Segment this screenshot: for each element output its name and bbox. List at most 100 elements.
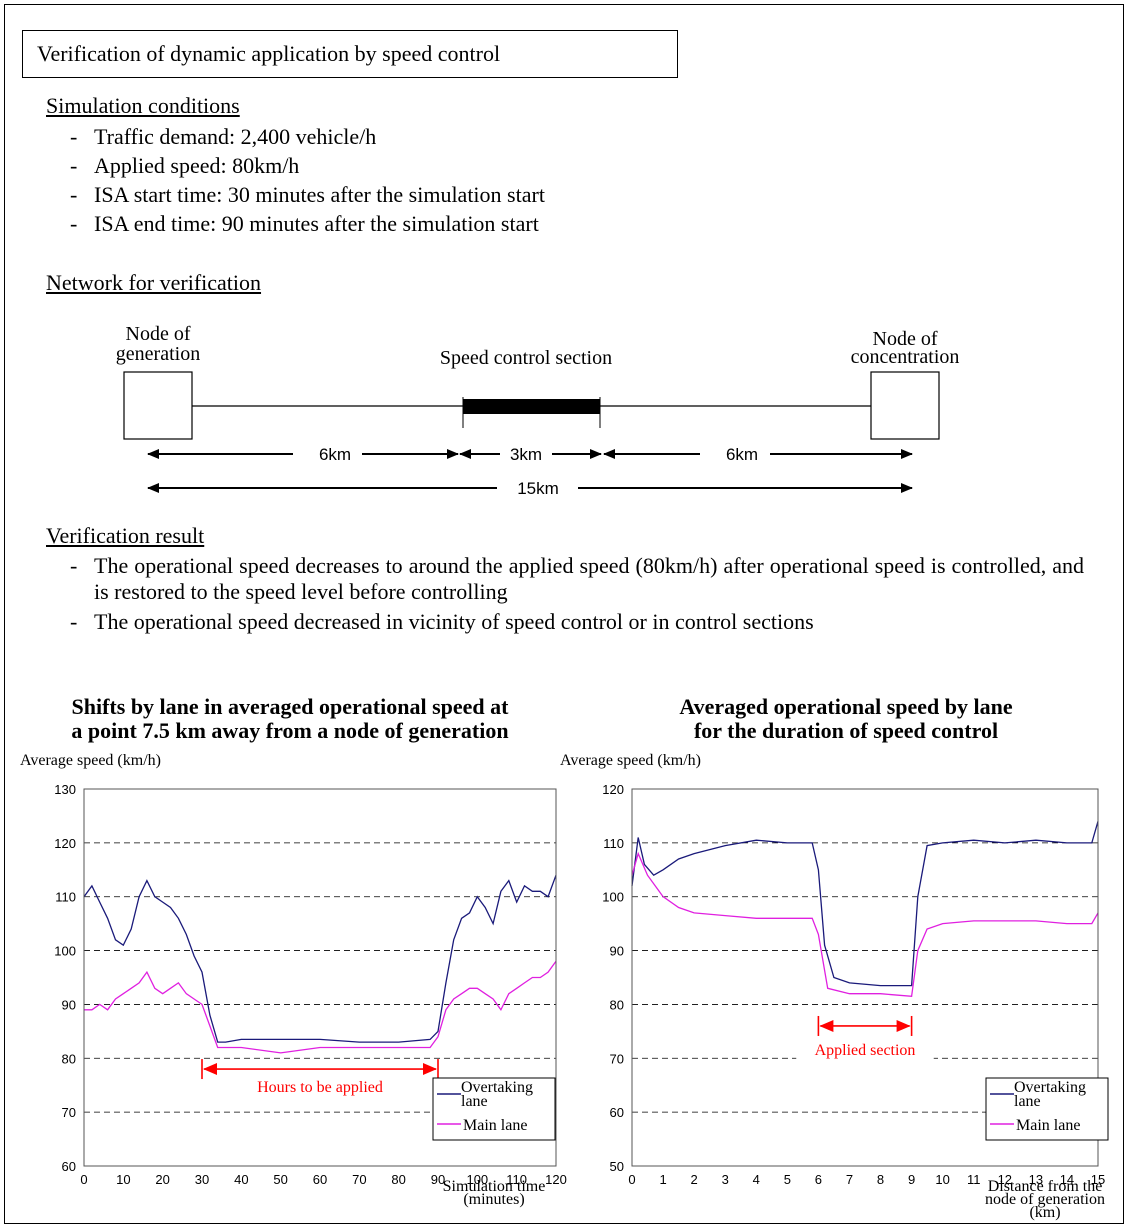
annotation-label: Hours to be applied xyxy=(257,1079,383,1096)
result-heading: Verification result xyxy=(46,523,205,548)
node-generation-box xyxy=(123,371,193,440)
node-concentration-label-2: concentration xyxy=(851,346,960,368)
y-axis-label: Average speed (km/h) xyxy=(20,752,161,769)
legend-box xyxy=(985,1077,1109,1141)
x-tick-label: 8 xyxy=(877,1172,884,1187)
y-tick-label: 50 xyxy=(610,1159,624,1174)
x-tick-label: 20 xyxy=(155,1172,169,1187)
plot-area-border xyxy=(83,788,557,1167)
chart1-title-line1: Shifts by lane in averaged operational s… xyxy=(71,694,509,719)
x-axis-label: (minutes) xyxy=(463,1191,524,1208)
x-tick-label: 9 xyxy=(908,1172,915,1187)
annotation-label-bg xyxy=(796,1039,934,1060)
legend-label-overtaking-1: Overtaking xyxy=(1014,1079,1086,1096)
speed-control-section-bar xyxy=(463,399,600,414)
x-tick-label: 30 xyxy=(195,1172,209,1187)
list-item: The operational speed decreases to aroun… xyxy=(64,553,1084,605)
y-tick-label: 110 xyxy=(603,836,624,851)
annotation-arrowhead-right xyxy=(423,1063,437,1076)
y-tick-label: 60 xyxy=(610,1105,624,1120)
annotation-arrowhead-right xyxy=(896,1019,911,1032)
x-tick-label: 10 xyxy=(116,1172,130,1187)
x-axis-label: Simulation time xyxy=(443,1178,546,1195)
x-tick-label: 1 xyxy=(659,1172,666,1187)
y-tick-label: 80 xyxy=(610,997,624,1012)
y-tick-label: 120 xyxy=(54,836,76,851)
list-item: ISA start time: 30 minutes after the sim… xyxy=(64,180,545,209)
annotation-label: Applied section xyxy=(815,1042,916,1059)
chart2-title-line2: for the duration of speed control xyxy=(693,718,999,743)
x-tick-label: 90 xyxy=(431,1172,445,1187)
x-tick-label: 6 xyxy=(815,1172,822,1187)
x-tick-label: 13 xyxy=(1029,1172,1043,1187)
x-tick-label: 10 xyxy=(935,1172,949,1187)
dim-label-6km-a: 6km xyxy=(319,445,351,464)
y-tick-label: 120 xyxy=(602,782,624,797)
chart2-title-line1: Averaged operational speed by lane xyxy=(679,694,1013,719)
node-generation-label-1: Node of xyxy=(126,323,191,345)
x-tick-label: 2 xyxy=(691,1172,698,1187)
node-generation-label-2: generation xyxy=(116,343,200,365)
y-axis-label: Average speed (km/h) xyxy=(560,752,701,769)
legend-label-overtaking-2: lane xyxy=(461,1093,488,1110)
x-axis-label: (km) xyxy=(1029,1204,1060,1221)
x-tick-label: 50 xyxy=(273,1172,287,1187)
node-concentration-box xyxy=(870,371,940,440)
series-line-overtaking xyxy=(631,821,1099,987)
y-tick-label: 90 xyxy=(62,997,76,1012)
x-tick-label: 14 xyxy=(1060,1172,1074,1187)
plot-area-border xyxy=(631,788,1099,1167)
x-tick-label: 5 xyxy=(784,1172,791,1187)
y-tick-label: 60 xyxy=(62,1159,76,1174)
x-tick-label: 3 xyxy=(722,1172,729,1187)
series-line-overtaking xyxy=(83,874,557,1043)
x-tick-label: 12 xyxy=(998,1172,1012,1187)
network-diagram: Node of generation Node of concentration… xyxy=(116,323,960,498)
network-heading: Network for verification xyxy=(46,270,262,295)
dim-label-15km: 15km xyxy=(517,479,559,498)
list-item: Traffic demand: 2,400 vehicle/h xyxy=(64,122,545,151)
x-tick-label: 80 xyxy=(391,1172,405,1187)
sim-conditions-list: Traffic demand: 2,400 vehicle/h Applied … xyxy=(64,122,545,238)
x-tick-label: 0 xyxy=(80,1172,87,1187)
page-title: Verification of dynamic application by s… xyxy=(22,30,678,78)
annotation-arrowhead-left xyxy=(203,1063,217,1076)
series-line-main xyxy=(631,851,1099,997)
dim-label-3km: 3km xyxy=(510,445,542,464)
x-tick-label: 100 xyxy=(466,1172,488,1187)
x-axis-label: node of generation xyxy=(985,1191,1105,1208)
x-tick-label: 4 xyxy=(753,1172,760,1187)
y-tick-label: 130 xyxy=(54,782,76,797)
x-axis-label: Distance from the xyxy=(988,1178,1103,1195)
legend-label-overtaking-2: lane xyxy=(1014,1093,1041,1110)
node-concentration-label-1: Node of xyxy=(873,328,938,350)
y-tick-label: 110 xyxy=(55,890,76,905)
y-tick-label: 70 xyxy=(62,1105,76,1120)
x-tick-label: 60 xyxy=(313,1172,327,1187)
x-tick-label: 40 xyxy=(234,1172,248,1187)
x-tick-label: 11 xyxy=(967,1172,981,1187)
x-tick-label: 15 xyxy=(1091,1172,1105,1187)
dim-label-6km-b: 6km xyxy=(726,445,758,464)
chart2: Average speed (km/h)50607080901001101200… xyxy=(560,752,1109,1221)
chart1: Average speed (km/h)60708090100110120130… xyxy=(20,752,567,1208)
x-tick-label: 70 xyxy=(352,1172,366,1187)
y-tick-label: 100 xyxy=(54,944,76,959)
y-tick-label: 70 xyxy=(610,1051,624,1066)
annotation-label-bg xyxy=(234,1077,406,1098)
x-tick-label: 0 xyxy=(628,1172,635,1187)
y-tick-label: 100 xyxy=(602,890,624,905)
x-tick-label: 7 xyxy=(846,1172,853,1187)
x-tick-label: 110 xyxy=(506,1172,527,1187)
page-frame xyxy=(4,4,1124,1224)
x-tick-label: 120 xyxy=(545,1172,567,1187)
chart2-title: Averaged operational speed by lane for t… xyxy=(580,695,1112,743)
list-item: The operational speed decreased in vicin… xyxy=(64,609,1084,635)
annotation-arrowhead-left xyxy=(819,1019,834,1032)
sim-conditions-heading: Simulation conditions xyxy=(46,93,240,118)
series-line-main xyxy=(84,960,557,1054)
legend-label-main: Main lane xyxy=(463,1117,527,1134)
speed-control-section-label: Speed control section xyxy=(440,347,612,369)
chart1-title-line2: a point 7.5 km away from a node of gener… xyxy=(71,718,509,743)
list-item: Applied speed: 80km/h xyxy=(64,151,545,180)
